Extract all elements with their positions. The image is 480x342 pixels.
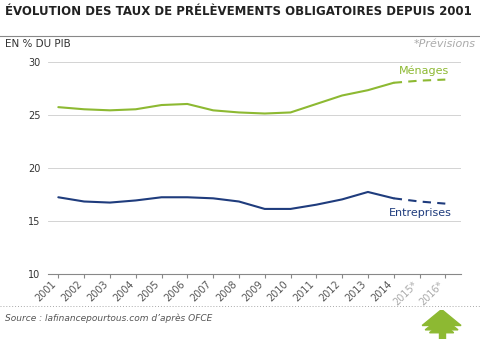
Text: Source : lafinancepourtous.com d’après OFCE: Source : lafinancepourtous.com d’après O… (5, 313, 212, 323)
Text: Entreprises: Entreprises (389, 208, 451, 219)
Polygon shape (425, 317, 458, 330)
Text: Ménages: Ménages (399, 66, 449, 76)
Bar (439, 332, 444, 339)
Text: ÉVOLUTION DES TAUX DE PRÉLÈVEMENTS OBLIGATOIRES DEPUIS 2001: ÉVOLUTION DES TAUX DE PRÉLÈVEMENTS OBLIG… (5, 5, 471, 18)
Polygon shape (430, 323, 454, 333)
Text: EN % DU PIB: EN % DU PIB (5, 39, 71, 49)
Polygon shape (422, 310, 461, 326)
Text: *Prévisions: *Prévisions (413, 39, 475, 49)
